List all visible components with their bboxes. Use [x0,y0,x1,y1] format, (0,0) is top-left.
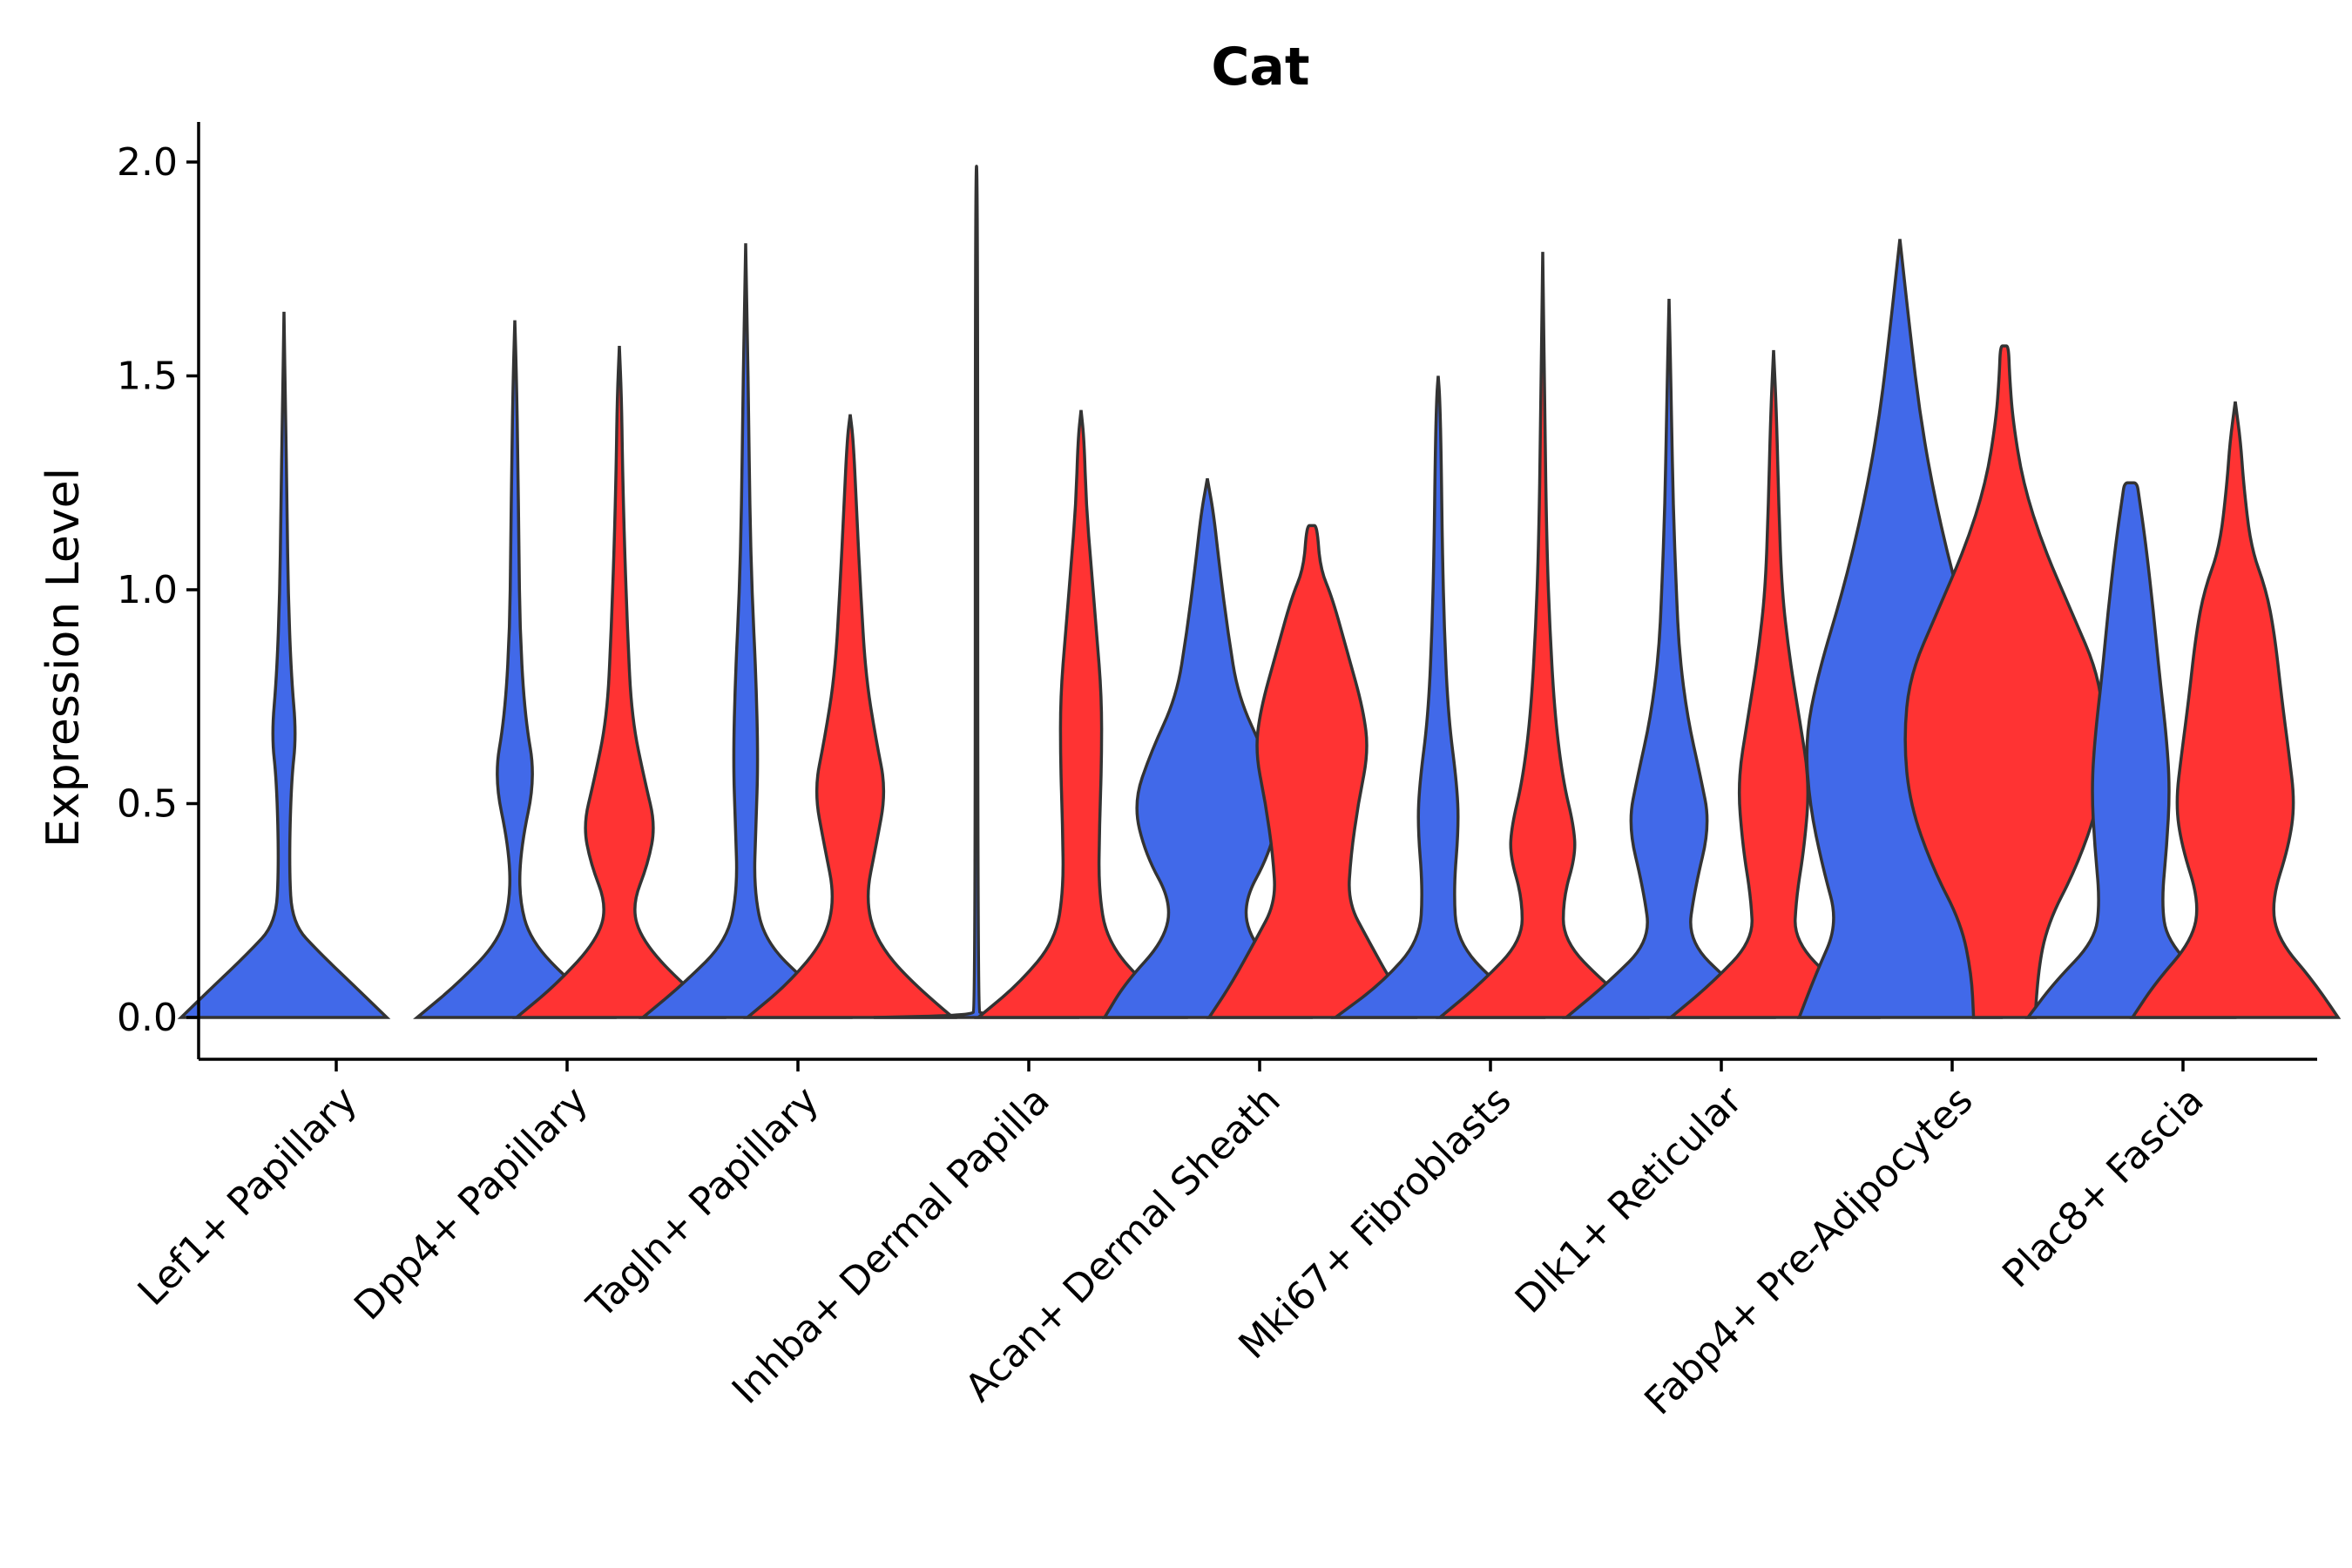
violin-inhba-dermal-papilla-red [974,409,1188,1019]
violin-mki67-fibroblasts-blue [1330,375,1546,1019]
violin-acan-dermal-sheath-red [1206,524,1418,1019]
y-tick-label: 0.5 [117,782,178,827]
violin-inhba-dermal-papilla-blue [873,165,1080,1019]
violins-group [177,165,2342,1019]
violin-lef1-papillary-blue [177,311,391,1019]
violin-tagln-papillary-red [743,414,957,1019]
y-axis: 0.0 0.5 1.0 1.5 2.0 [117,122,200,1059]
violin-dpp4-papillary-blue [413,320,617,1019]
violin-dlk1-reticular-blue [1562,299,1776,1019]
y-tick-label: 1.0 [117,568,178,612]
violin-dpp4-papillary-red [512,346,727,1019]
x-tick-label-tagln-papillary: Tagln+ Papillary [578,1078,828,1328]
x-tick-label-plac8-fascia: Plac8+ Fascia [1994,1078,2213,1297]
x-tick-label-dlk1-reticular: Dlk1+ Reticular [1507,1078,1752,1322]
violin-plac8-fascia-red [2129,401,2342,1019]
violin-dlk1-reticular-red [1666,349,1881,1019]
chart-title: Cat [1211,37,1309,98]
y-tick-label: 2.0 [117,140,178,185]
x-tick-label-dpp4-papillary: Dpp4+ Papillary [346,1078,597,1329]
y-tick-label: 1.5 [117,355,178,399]
violin-mki67-fibroblasts-red [1436,252,1650,1019]
y-axis-label: Expression Level [37,468,90,848]
y-tick-label: 0.0 [117,996,178,1040]
x-tick-label-lef1-papillary: Lef1+ Papillary [130,1078,366,1315]
violin-plac8-fascia-blue [2024,481,2237,1019]
violin-tagln-papillary-blue [639,243,853,1019]
